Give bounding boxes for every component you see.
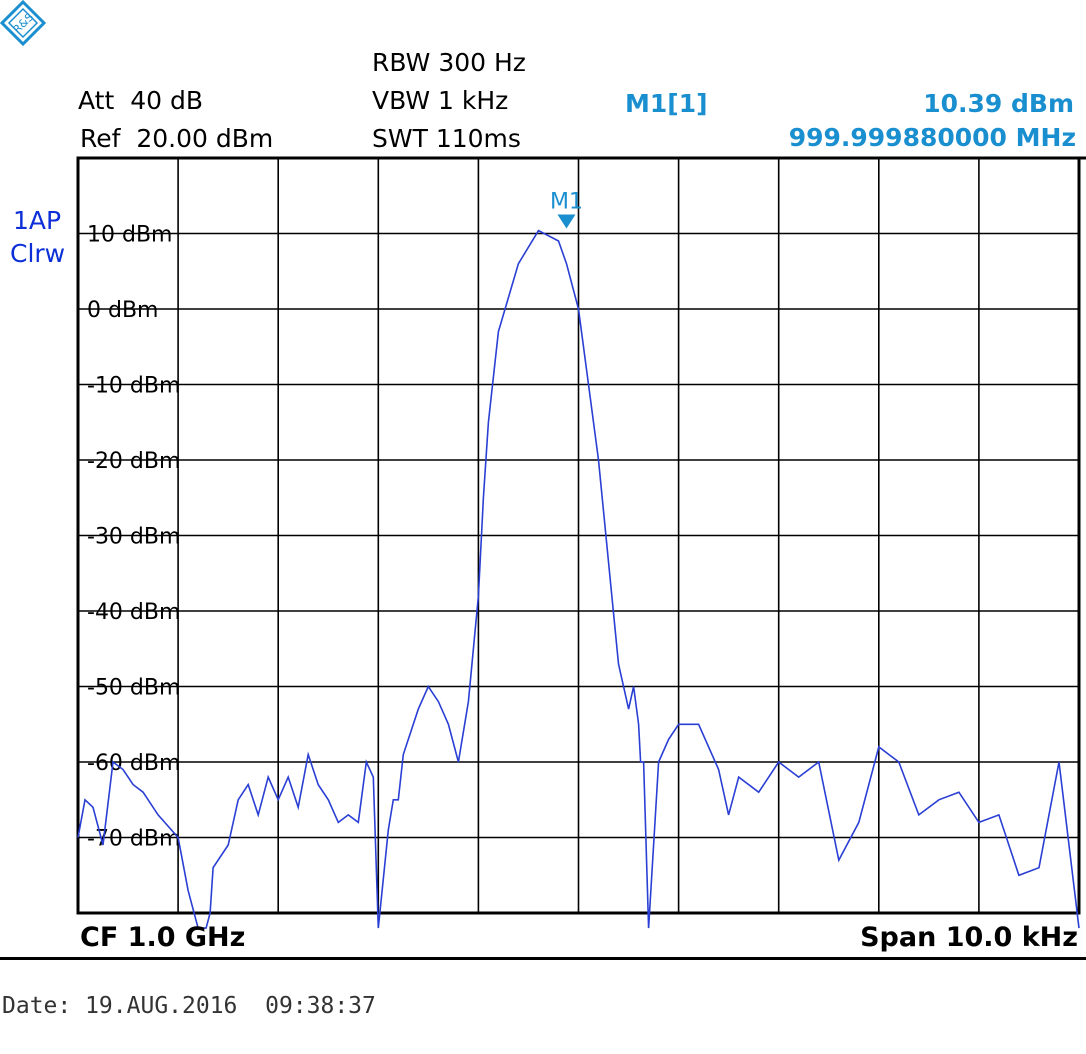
- trace-detector-label: Clrw: [10, 239, 66, 268]
- marker-m1: M1: [550, 190, 583, 229]
- marker-label: M1: [550, 190, 583, 215]
- center-frequency-label: CF 1.0 GHz: [80, 922, 246, 953]
- y-tick-label: -50 dBm: [87, 676, 180, 701]
- ref-setting: Ref 20.00 dBm: [80, 124, 273, 153]
- swt-label: SWT: [372, 124, 428, 153]
- vbw-value: 1 kHz: [438, 86, 509, 115]
- ref-label: Ref: [80, 124, 121, 153]
- ref-value: 20.00 dBm: [136, 124, 274, 153]
- rbw-setting: RBW 300 Hz: [372, 48, 526, 77]
- rbw-value: 300 Hz: [438, 48, 526, 77]
- y-tick-label: 10 dBm: [87, 223, 172, 248]
- att-setting: Att 40 dB: [78, 86, 203, 115]
- y-tick-label: -20 dBm: [87, 449, 180, 474]
- trace-mode-label: 1AP: [13, 206, 62, 235]
- att-label: Att: [78, 86, 115, 115]
- y-tick-label: -60 dBm: [87, 751, 180, 776]
- span-label: Span 10.0 kHz: [860, 922, 1078, 953]
- y-tick-label: -70 dBm: [87, 827, 180, 852]
- marker-readout-frequency: 999.999880000 MHz: [788, 123, 1076, 152]
- swt-setting: SWT 110ms: [372, 124, 521, 153]
- swt-value: 110ms: [435, 124, 521, 153]
- footer-separator: [0, 957, 1086, 960]
- grid: [76, 156, 1086, 915]
- marker-readout-name: M1[1]: [625, 89, 708, 118]
- spectrum-trace: [77, 229, 1080, 929]
- rohde-schwarz-logo-icon: R&S: [0, 0, 46, 46]
- y-tick-label: -30 dBm: [87, 525, 180, 550]
- y-tick-label: 0 dBm: [87, 298, 158, 323]
- y-tick-label: -40 dBm: [87, 600, 180, 625]
- date-stamp: Date: 19.AUG.2016 09:38:37: [2, 993, 376, 1019]
- y-axis-tick-labels: 10 dBm 0 dBm -10 dBm -20 dBm -30 dBm -40 dBm -…: [87, 223, 180, 852]
- vbw-label: VBW: [372, 86, 431, 115]
- rbw-label: RBW: [372, 48, 431, 77]
- marker-triangle-icon: [557, 214, 576, 229]
- att-value: 40 dB: [130, 86, 203, 115]
- vbw-setting: VBW 1 kHz: [372, 86, 508, 115]
- y-tick-label: -10 dBm: [87, 374, 180, 399]
- marker-readout-level: 10.39 dBm: [923, 89, 1074, 118]
